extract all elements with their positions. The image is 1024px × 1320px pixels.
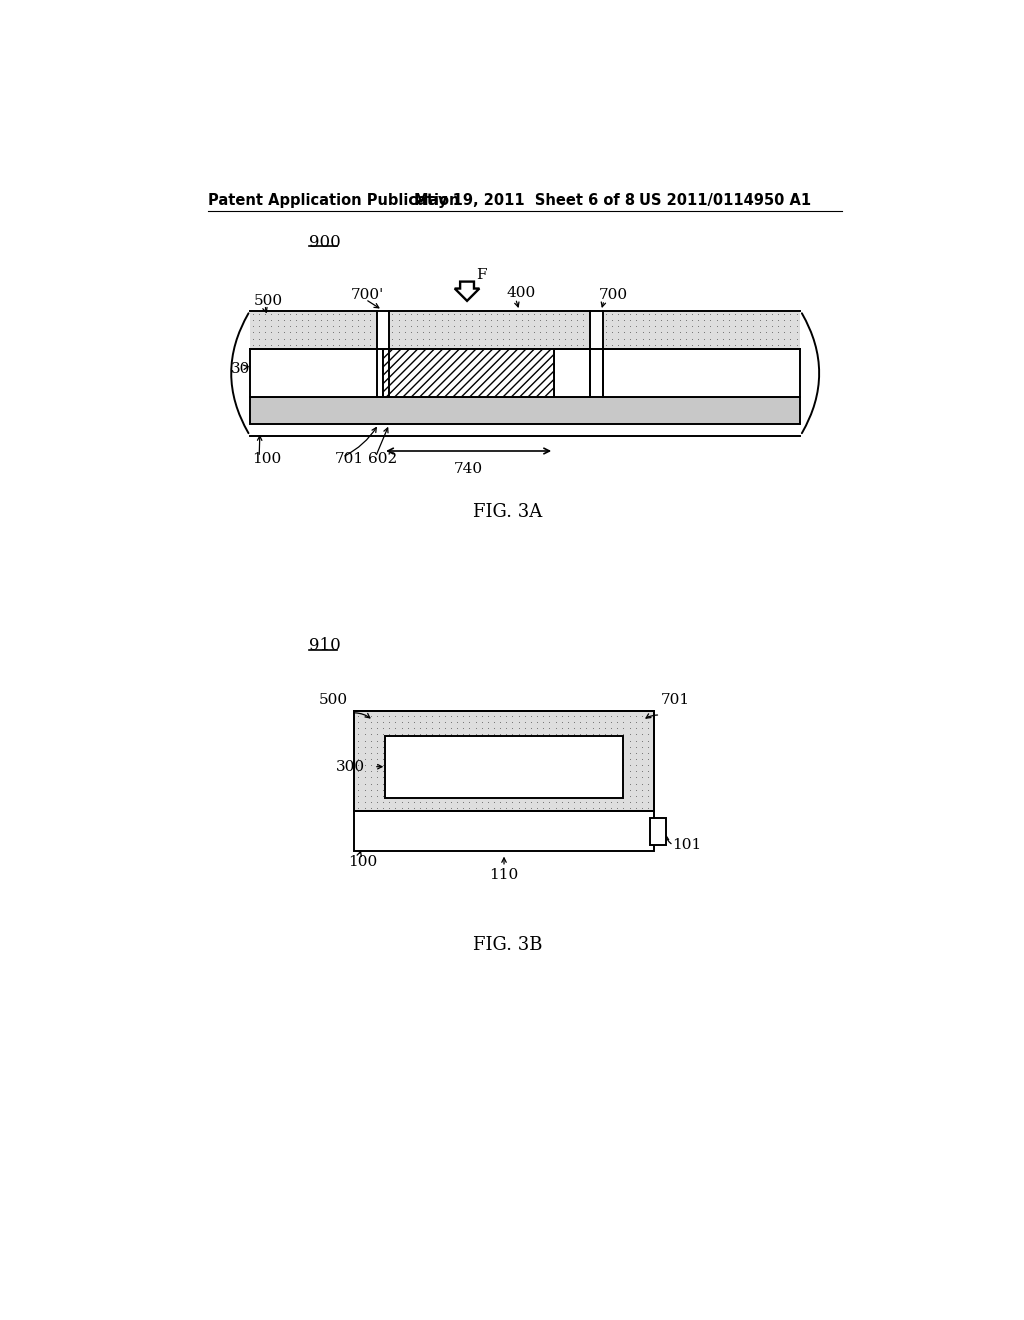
Bar	[590, 312, 602, 350]
Bar	[554, 350, 590, 397]
Text: 400: 400	[506, 286, 536, 300]
Bar	[250, 350, 383, 397]
Text: May 19, 2011  Sheet 6 of 8: May 19, 2011 Sheet 6 of 8	[414, 193, 635, 209]
FancyArrow shape	[455, 281, 479, 301]
Bar	[250, 397, 801, 424]
Bar	[385, 737, 624, 797]
Text: FIG. 3B: FIG. 3B	[473, 936, 543, 954]
Text: 101: 101	[672, 838, 701, 853]
Bar	[354, 711, 654, 812]
Text: 701: 701	[335, 451, 364, 466]
Bar	[354, 812, 654, 851]
Text: 602: 602	[368, 451, 397, 466]
Text: 110: 110	[489, 869, 518, 882]
Text: FIG. 3A: FIG. 3A	[473, 503, 543, 521]
Text: 900: 900	[309, 234, 341, 251]
Text: 100: 100	[252, 451, 282, 466]
Text: 300: 300	[336, 760, 366, 774]
Text: 700: 700	[599, 289, 628, 302]
Text: Patent Application Publication: Patent Application Publication	[208, 193, 459, 209]
Text: 500: 500	[254, 294, 283, 308]
Text: 300: 300	[230, 363, 260, 376]
Text: 100: 100	[348, 855, 377, 870]
Text: 740: 740	[454, 462, 483, 475]
Text: US 2011/0114950 A1: US 2011/0114950 A1	[639, 193, 811, 209]
Bar	[377, 312, 389, 350]
Text: 700': 700'	[351, 289, 384, 302]
Text: 910: 910	[309, 638, 341, 655]
Bar	[650, 817, 666, 845]
Text: 500: 500	[318, 693, 348, 708]
Text: F: F	[476, 268, 486, 282]
Bar	[383, 350, 554, 397]
Bar	[354, 711, 654, 812]
Text: 701: 701	[660, 693, 689, 708]
Bar	[250, 312, 801, 350]
Bar	[602, 350, 801, 397]
